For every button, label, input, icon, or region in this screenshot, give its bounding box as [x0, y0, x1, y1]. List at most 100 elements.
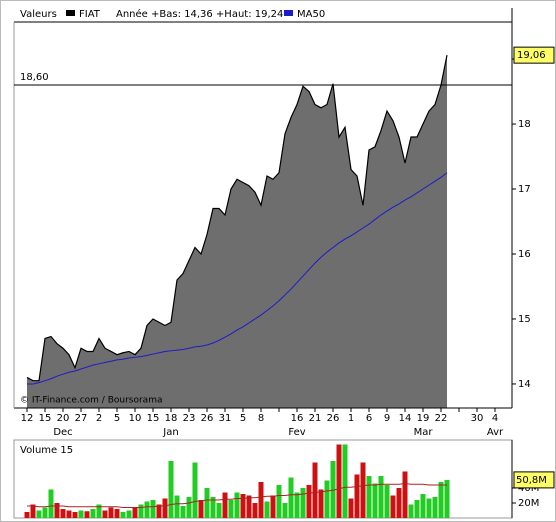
volume-bar [114, 509, 120, 518]
x-tick-label: 30 [471, 413, 484, 424]
y-tick-label: 15 [518, 314, 531, 325]
volume-bar [342, 444, 348, 518]
volume-bar [432, 497, 438, 518]
volume-bar [162, 498, 168, 518]
volume-bar [24, 512, 30, 518]
y-tick-label: 40M [518, 483, 539, 494]
volume-bar [414, 500, 420, 518]
y-tick-label: 16 [518, 249, 531, 260]
x-tick-label: 18 [165, 413, 178, 424]
x-tick-label: 1 [348, 413, 354, 424]
volume-bar [198, 500, 204, 518]
volume-bar [270, 495, 276, 518]
volume-bar [42, 507, 48, 518]
y-tick-label: 14 [518, 379, 531, 390]
last-value-box [513, 46, 555, 64]
ma-line [27, 172, 448, 385]
volume-bar [402, 471, 408, 518]
volume-bar [222, 492, 228, 518]
volume-bar [252, 503, 258, 518]
x-tick-label: 21 [309, 413, 322, 424]
volume-bar [126, 510, 132, 518]
volume-bar [102, 510, 108, 518]
volume-bar [168, 461, 174, 518]
x-tick-label: 9 [384, 413, 390, 424]
legend-label: FIAT [79, 9, 101, 20]
x-tick-label: 15 [147, 413, 160, 424]
x-tick-label: 19 [417, 413, 430, 424]
y-tick-label: 17 [518, 184, 531, 195]
volume-bar [60, 509, 66, 518]
volume-bar [234, 492, 240, 518]
legend-label: MA50 [297, 9, 325, 20]
volume-bar [120, 512, 126, 518]
x-tick-label: 6 [366, 413, 372, 424]
volume-bar [312, 462, 318, 518]
x-tick-label: 23 [183, 413, 196, 424]
volume-bar [192, 462, 198, 518]
volume-bar [408, 504, 414, 518]
legend-title: Valeurs [20, 9, 57, 20]
volume-bar [132, 507, 138, 518]
volume-bar [240, 494, 246, 518]
footer: © IT-Finance.com / Boursorama [20, 396, 162, 406]
volume-bar [360, 462, 366, 518]
volume-title: Volume 15 [20, 445, 73, 456]
volume-bar [384, 485, 390, 518]
x-tick-label: 22 [435, 413, 448, 424]
volume-bar [78, 510, 84, 518]
volume-bar [420, 494, 426, 518]
volume-bar [438, 482, 444, 518]
reference-label: 18,60 [20, 72, 49, 83]
volume-average [27, 482, 447, 508]
x-tick-label: 2 [96, 413, 102, 424]
x-tick-label: 20 [57, 413, 70, 424]
volume-bar [216, 503, 222, 518]
x-tick-label: 15 [39, 413, 52, 424]
y-tick-label: 20M [518, 498, 539, 509]
volume-bar [30, 504, 36, 518]
last-value-label: 50,8M [516, 475, 547, 486]
x-tick-label: 8 [258, 413, 264, 424]
volume-bar [330, 461, 336, 518]
volume-bar [246, 495, 252, 518]
x-tick-label: 5 [114, 413, 120, 424]
x-tick-label: 12 [21, 413, 34, 424]
volume-bar [288, 477, 294, 518]
month-label: Jan [162, 427, 178, 438]
volume-bar [294, 492, 300, 518]
last-value-label: 19,06 [517, 50, 546, 61]
month-label: Mar [414, 427, 434, 438]
volume-bar [258, 482, 264, 518]
last-value-box [513, 471, 555, 489]
volume-bar [156, 504, 162, 518]
volume-bar [282, 503, 288, 518]
volume-bar [300, 488, 306, 518]
volume-bar [348, 498, 354, 518]
volume-bar [228, 500, 234, 518]
price-line [26, 55, 448, 382]
volume-bar [36, 510, 42, 518]
volume-bar [264, 501, 270, 518]
volume-bar [66, 510, 72, 518]
volume-bar [366, 476, 372, 518]
volume-bar [372, 483, 378, 518]
x-tick-label: 27 [75, 413, 88, 424]
volume-bar [444, 479, 450, 518]
volume-bar [144, 501, 150, 518]
volume-bar [354, 474, 360, 518]
legend-swatch [284, 10, 293, 16]
volume-bar [276, 485, 282, 518]
volume-bar [84, 511, 90, 518]
volume-bar [396, 488, 402, 518]
x-tick-label: 26 [327, 413, 340, 424]
x-tick-label: 4 [492, 413, 498, 424]
volume-bar [90, 509, 96, 518]
x-tick-label: 26 [201, 413, 214, 424]
volume-bar [150, 500, 156, 518]
volume-bar [180, 506, 186, 518]
x-tick-label: 16 [291, 413, 304, 424]
volume-bar [378, 476, 384, 518]
volume-bar [306, 485, 312, 518]
